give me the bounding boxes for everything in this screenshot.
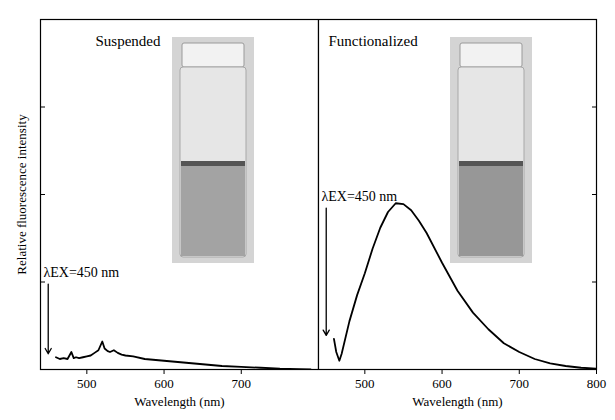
svg-text:λEX=450 nm: λEX=450 nm [322,189,398,204]
svg-text:Wavelength (nm): Wavelength (nm) [412,394,502,409]
svg-text:Wavelength (nm): Wavelength (nm) [134,394,224,409]
svg-text:700: 700 [510,376,530,391]
svg-text:Relative fluorescence intensit: Relative fluorescence intensity [14,114,29,275]
svg-text:500: 500 [355,376,375,391]
svg-text:600: 600 [154,376,174,391]
svg-text:700: 700 [232,376,252,391]
svg-text:600: 600 [432,376,452,391]
svg-text:λEX=450 nm: λEX=450 nm [44,265,120,280]
svg-text:500: 500 [77,376,97,391]
svg-text:Suspended: Suspended [96,33,161,49]
svg-text:Functionalized: Functionalized [329,33,419,49]
svg-text:800: 800 [587,376,607,391]
